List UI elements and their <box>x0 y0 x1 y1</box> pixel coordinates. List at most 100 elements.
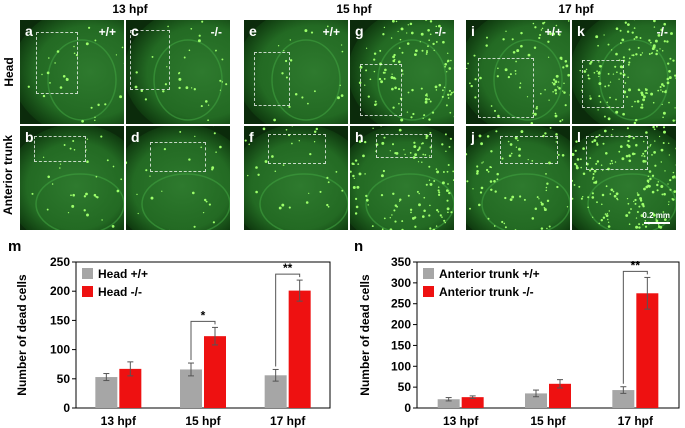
row-label-head: Head <box>2 57 16 87</box>
genotype-label: +/+ <box>322 25 340 39</box>
fluorescence-image <box>244 126 348 230</box>
roi-dashed-box <box>376 134 432 158</box>
panel-letter-k: k <box>577 23 585 39</box>
micrograph-panel-h: h <box>350 126 454 230</box>
significance-mark: * <box>201 308 206 322</box>
micrograph-panel-j: j <box>466 126 570 230</box>
significance-mark: ** <box>631 258 641 272</box>
micrograph-panel-e: e +/+ <box>244 20 348 124</box>
micrograph-panel-i: i +/+ <box>466 20 570 124</box>
bar-mutant <box>204 336 226 408</box>
bar-mutant <box>461 397 484 408</box>
micrograph-panel-l: l 0.2 mm <box>572 126 676 230</box>
y-axis-label: Number of dead cells <box>15 274 29 396</box>
legend-swatch <box>82 286 93 297</box>
micrograph-panel-g: g -/- <box>350 20 454 124</box>
panel-letter-d: d <box>131 129 140 145</box>
y-tick-label: 250 <box>50 255 70 269</box>
y-tick-label: 200 <box>50 284 70 298</box>
y-tick-label: 100 <box>391 359 411 373</box>
legend-label: Anterior trunk +/+ <box>439 267 540 281</box>
y-tick-label: 100 <box>50 343 70 357</box>
significance-bracket <box>622 270 648 384</box>
y-tick-label: 0 <box>63 401 70 415</box>
fluorescence-image <box>466 20 570 124</box>
x-tick-label: 17 hpf <box>270 414 306 428</box>
micrograph-panel-a: a +/+ <box>20 20 124 124</box>
significance-mark: ** <box>283 261 293 275</box>
bar-wildtype <box>264 375 287 408</box>
scale-bar-label: 0.2 mm <box>642 211 670 220</box>
panel-letter-j: j <box>471 129 475 145</box>
legend-label: Anterior trunk -/- <box>439 285 534 299</box>
panel-letter-l: l <box>577 129 581 145</box>
genotype-label: +/+ <box>98 25 116 39</box>
legend-label: Head -/- <box>98 285 142 299</box>
micrograph-panel-c: c -/- <box>126 20 230 124</box>
roi-dashed-box <box>150 142 206 172</box>
fluorescence-image <box>572 20 676 124</box>
micrograph-panel-b: b <box>20 126 124 230</box>
dead-cells-trunk-chart: 0 50 100 150 200 250 300 350 Number of dead cell… <box>358 255 680 428</box>
plot-frame <box>75 261 331 409</box>
y-tick-label: 200 <box>391 318 411 332</box>
x-tick-label: 15 hpf <box>530 414 566 428</box>
fluorescence-image <box>244 20 348 124</box>
fluorescence-image <box>126 20 230 124</box>
micrograph-panel-d: d <box>126 126 230 230</box>
roi-dashed-box <box>254 52 290 106</box>
y-tick-label: 350 <box>391 255 411 269</box>
legend-swatch <box>423 268 434 279</box>
bar-mutant <box>119 368 142 408</box>
x-tick-label: 13 hpf <box>443 414 479 428</box>
panel-letter-h: h <box>355 129 364 145</box>
significance-bracket <box>275 273 301 367</box>
dead-cells-head-chart: 0 50 100 150 200 250 Number of dead cells 13 hp… <box>15 255 331 428</box>
roi-dashed-box <box>130 30 170 90</box>
bar-wildtype <box>437 399 460 408</box>
y-tick-label: 0 <box>404 401 411 415</box>
plot-frame <box>416 261 680 409</box>
bar-wildtype <box>612 390 635 408</box>
time-header-15hpf: 15 hpf <box>336 2 372 16</box>
y-tick-label: 300 <box>391 276 411 290</box>
chart-panel-label-m: m <box>8 238 22 255</box>
legend-swatch <box>423 286 434 297</box>
panel-letter-i: i <box>471 23 475 39</box>
y-tick-label: 150 <box>391 338 411 352</box>
time-header-17hpf: 17 hpf <box>558 2 594 16</box>
y-tick-label: 50 <box>57 372 71 386</box>
bar-wildtype <box>95 377 118 408</box>
x-tick-label: 13 hpf <box>101 414 137 428</box>
roi-dashed-box <box>586 136 648 170</box>
micrograph-panel-k: k -/- <box>572 20 676 124</box>
fluorescence-image <box>20 126 124 230</box>
bar-mutant <box>636 293 659 408</box>
x-tick-label: 17 hpf <box>618 414 654 428</box>
genotype-label: -/- <box>656 25 668 39</box>
fluorescence-image <box>350 20 454 124</box>
fluorescence-image <box>126 126 230 230</box>
row-label-anterior-trunk: Anterior trunk <box>1 135 15 216</box>
bar-wildtype <box>525 393 547 408</box>
panel-letter-c: c <box>131 23 139 39</box>
roi-dashed-box <box>582 60 624 108</box>
micrograph-panel-f: f <box>244 126 348 230</box>
panel-letter-e: e <box>249 23 257 39</box>
genotype-label: -/- <box>434 25 446 39</box>
panel-letter-f: f <box>249 129 254 145</box>
bar-wildtype <box>180 369 202 408</box>
roi-dashed-box <box>34 136 86 162</box>
scale-bar <box>644 222 670 224</box>
y-axis-label: Number of dead cells <box>358 274 372 396</box>
roi-dashed-box <box>360 64 402 116</box>
legend-label: Head +/+ <box>98 267 148 281</box>
time-header-13hpf: 13 hpf <box>112 2 148 16</box>
panel-letter-a: a <box>25 23 33 39</box>
roi-dashed-box <box>268 134 326 164</box>
roi-dashed-box <box>36 32 78 94</box>
panel-letter-b: b <box>25 129 34 145</box>
legend-swatch <box>82 268 93 279</box>
genotype-label: -/- <box>210 25 222 39</box>
y-tick-label: 250 <box>391 297 411 311</box>
